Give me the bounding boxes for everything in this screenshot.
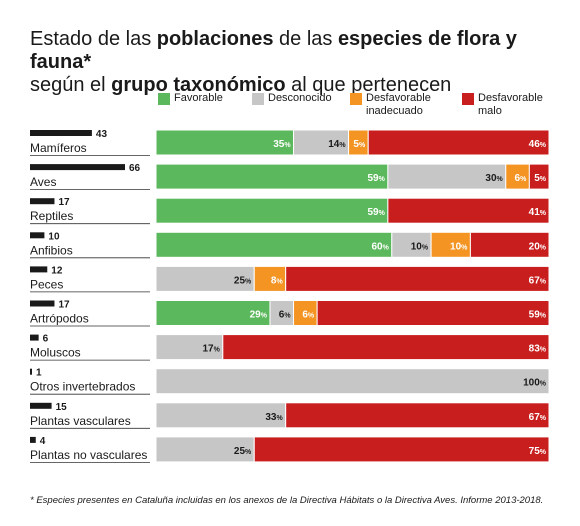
- value-label-aves-desfavorable-malo: 5%: [534, 173, 547, 184]
- count-bar-otros-invertebrados: [30, 368, 32, 375]
- value-label-artropodos-favorable: 29%: [250, 310, 268, 321]
- bar-anfibios-favorable: [155, 231, 393, 258]
- bar-artropodos-desfavorable-malo: [316, 300, 550, 326]
- bar-artropodos-favorable: [155, 300, 271, 326]
- bar-mamiferos-desfavorable-malo: [367, 129, 550, 156]
- count-bar-peces: [30, 266, 48, 273]
- chart-title-line-1: Estado de las poblaciones de las especie…: [30, 28, 517, 73]
- bar-peces-desfavorable-malo: [285, 265, 550, 292]
- legend-swatch-desfavorable-malo: [462, 93, 474, 105]
- bar-plantas-vasculares-desfavorable-malo: [285, 402, 550, 429]
- legend-swatch-desconocido: [252, 93, 264, 105]
- category-label-plantas-no-vasculares: Plantas no vasculares: [30, 448, 147, 462]
- legend-label-desfavorable-malo: Desfavorable malo: [478, 92, 543, 117]
- count-label-artropodos: 17: [58, 300, 70, 311]
- value-label-plantas-no-vasculares-desfavorable-malo: 75%: [529, 446, 547, 457]
- value-label-mamiferos-desconocido: 14%: [328, 139, 346, 150]
- bar-plantas-vasculares-desconocido: [155, 402, 287, 429]
- bar-anfibios-desconocido: [391, 231, 432, 258]
- bar-moluscos-desfavorable-malo: [222, 334, 550, 361]
- value-label-plantas-vasculares-desfavorable-malo: 67%: [529, 412, 547, 423]
- value-label-aves-desconocido: 30%: [485, 173, 503, 184]
- value-label-anfibios-desfavorable-malo: 20%: [529, 241, 547, 252]
- category-label-anfibios: Anfibios: [30, 243, 73, 257]
- count-label-anfibios: 10: [48, 231, 60, 242]
- value-label-plantas-vasculares-desconocido: 33%: [265, 412, 283, 423]
- value-label-peces-desfavorable-malo: 67%: [529, 275, 547, 286]
- value-label-artropodos-desfavorable-inadecuado: 6%: [302, 310, 315, 321]
- count-bar-plantas-no-vasculares: [30, 436, 36, 443]
- value-label-plantas-no-vasculares-desconocido: 25%: [234, 446, 252, 457]
- legend-label-favorable: Favorable: [174, 92, 223, 104]
- category-label-peces: Peces: [30, 277, 63, 291]
- legend-swatch-favorable: [158, 93, 170, 105]
- bar-reptiles-desfavorable-malo: [387, 197, 550, 224]
- bar-plantas-no-vasculares-desfavorable-malo: [253, 436, 550, 463]
- bar-aves-desfavorable-malo: [528, 163, 550, 190]
- count-label-otros-invertebrados: 1: [36, 368, 42, 379]
- count-label-aves: 66: [129, 163, 141, 174]
- category-label-otros-invertebrados: Otros invertebrados: [30, 380, 135, 394]
- bar-peces-desfavorable-inadecuado: [253, 265, 287, 292]
- category-label-mamiferos: Mamíferos: [30, 141, 87, 155]
- count-label-mamiferos: 43: [96, 129, 108, 140]
- bar-otros-invertebrados-desconocido: [155, 368, 550, 395]
- legend-swatch-desfavorable-inadecuado: [350, 93, 362, 105]
- category-label-plantas-vasculares: Plantas vasculares: [30, 414, 131, 428]
- count-bar-anfibios: [30, 232, 45, 239]
- bar-mamiferos-desconocido: [293, 129, 350, 156]
- value-label-artropodos-desconocido: 6%: [279, 310, 292, 321]
- value-label-peces-desconocido: 25%: [234, 275, 252, 286]
- count-bar-plantas-vasculares: [30, 402, 52, 409]
- count-bar-reptiles: [30, 198, 55, 205]
- category-label-moluscos: Moluscos: [30, 346, 81, 360]
- bar-anfibios-desfavorable-malo: [469, 231, 550, 258]
- value-label-mamiferos-favorable: 35%: [273, 139, 291, 150]
- count-bar-moluscos: [30, 334, 39, 341]
- count-label-reptiles: 17: [58, 197, 70, 208]
- count-label-plantas-no-vasculares: 4: [40, 436, 46, 447]
- legend-label-desconocido: Desconocido: [268, 92, 332, 104]
- value-label-reptiles-favorable: 59%: [368, 207, 386, 218]
- bar-peces-desconocido: [155, 265, 255, 292]
- bar-mamiferos-favorable: [155, 129, 295, 156]
- value-label-reptiles-desfavorable-malo: 41%: [529, 207, 547, 218]
- footnote: * Especies presentes en Cataluña incluid…: [30, 495, 544, 506]
- count-bar-mamiferos: [30, 130, 92, 136]
- chart-title: Estado de las poblaciones de las especie…: [30, 28, 580, 97]
- bar-aves-favorable: [155, 163, 389, 190]
- value-label-peces-desfavorable-inadecuado: 8%: [271, 275, 284, 286]
- value-label-aves-favorable: 59%: [368, 173, 386, 184]
- count-bar-artropodos: [30, 300, 55, 307]
- count-label-moluscos: 6: [43, 334, 49, 345]
- value-label-anfibios-desfavorable-inadecuado: 10%: [450, 241, 468, 252]
- chart-title-line-2: según el grupo taxonómico al que pertene…: [30, 74, 452, 96]
- count-bar-aves: [30, 164, 125, 171]
- value-label-mamiferos-desfavorable-inadecuado: 5%: [353, 139, 366, 150]
- category-label-artropodos: Artrópodos: [30, 312, 89, 326]
- value-label-otros-invertebrados-desconocido: 100%: [523, 378, 547, 389]
- value-label-moluscos-desfavorable-malo: 83%: [529, 344, 547, 355]
- count-label-peces: 12: [51, 265, 63, 276]
- value-label-aves-desfavorable-inadecuado: 6%: [515, 173, 528, 184]
- value-label-anfibios-desconocido: 10%: [411, 241, 429, 252]
- count-label-plantas-vasculares: 15: [56, 402, 68, 413]
- value-label-anfibios-favorable: 60%: [371, 241, 389, 252]
- bar-reptiles-favorable: [155, 197, 389, 224]
- category-label-aves: Aves: [30, 175, 56, 189]
- category-label-reptiles: Reptiles: [30, 209, 73, 223]
- bar-anfibios-desfavorable-inadecuado: [430, 231, 471, 258]
- legend-label-desfavorable-inadecuado: Desfavorable inadecuado: [366, 92, 431, 117]
- value-label-mamiferos-desfavorable-malo: 46%: [529, 139, 547, 150]
- value-label-moluscos-desconocido: 17%: [202, 344, 220, 355]
- value-label-artropodos-desfavorable-malo: 59%: [529, 310, 547, 321]
